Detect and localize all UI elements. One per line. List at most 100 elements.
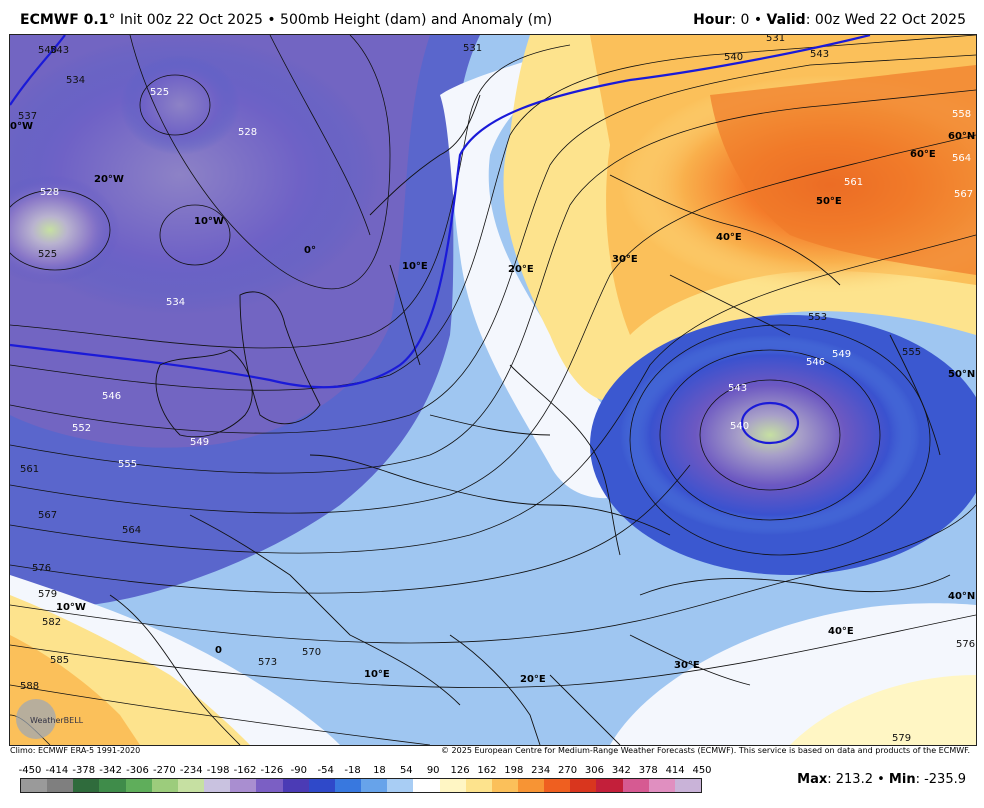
colorbar-tick-label: -270 [153, 765, 176, 776]
contour-labels: 540 543 531 534 537 525 528 525 528 534 … [18, 35, 975, 744]
colorbar-swatch [596, 779, 623, 792]
colorbar-swatch [282, 779, 309, 792]
colorbar-tick-label: 126 [450, 765, 470, 776]
contour-label: 540 [724, 52, 743, 63]
reference-contour [10, 35, 871, 445]
colorbar-tick-label: 90 [426, 765, 440, 776]
colorbar-tick-label: 450 [692, 765, 712, 776]
hour-label: Hour [693, 12, 732, 28]
lon-label: 10°E [402, 261, 428, 272]
colorbar-tick-label: 414 [665, 765, 685, 776]
colorbar-tick-label: 18 [373, 765, 386, 776]
contour-label: 564 [952, 153, 971, 164]
contour-label: 555 [118, 459, 137, 470]
lat-label: 60°N [948, 131, 975, 142]
map-title: ECMWF 0.1° Init 00z 22 Oct 2025 • 500mb … [20, 12, 552, 28]
min-label: Min [888, 772, 916, 787]
header: ECMWF 0.1° Init 00z 22 Oct 2025 • 500mb … [0, 0, 984, 34]
lon-label: 50°E [816, 196, 842, 207]
copyright-note: © 2025 European Centre for Medium-Range … [441, 746, 970, 755]
colorbar-tick-label: -342 [99, 765, 122, 776]
colorbar-tick-label: 198 [504, 765, 524, 776]
colorbar-swatch [21, 779, 48, 792]
colorbar-swatch [204, 779, 231, 792]
contour-label: 555 [902, 347, 921, 358]
contour-label: 573 [258, 657, 277, 668]
contour-label: 561 [844, 177, 863, 188]
lon-label: 60°E [910, 149, 936, 160]
logo-text: WeatherBELL [30, 716, 84, 725]
colorbar-tick-label: 342 [611, 765, 631, 776]
lon-label: 30°E [674, 660, 700, 671]
colorbar-swatch [570, 779, 597, 792]
lon-label: 10°E [364, 669, 390, 680]
max-min-stats: Max: 213.2 • Min: -235.9 [797, 772, 966, 787]
colorbar-tick-label: -126 [260, 765, 284, 776]
colorbar [20, 778, 702, 793]
contour-label: 528 [238, 127, 257, 138]
lat-label: 50°N [948, 369, 975, 380]
contour-label: 540 [730, 421, 749, 432]
colorbar-tick-label: 306 [584, 765, 605, 776]
colorbar-tick-label: -306 [126, 765, 149, 776]
model-name: ECMWF 0.1 [20, 12, 109, 28]
contour-label: 531 [463, 43, 482, 54]
low-north [120, 55, 240, 155]
contour-label: 579 [892, 733, 911, 744]
contour-label: 537 [18, 111, 37, 122]
ridge-core-fill [710, 65, 976, 275]
contour-label: 588 [20, 681, 39, 692]
max-value: : 213.2 • [827, 772, 889, 787]
colorbar-tick-label: -162 [233, 765, 257, 776]
contour-label: 546 [806, 357, 825, 368]
map-panel: 0°W 20°W 10°W 0° 10°E 20°E 30°E 40°E 50°… [9, 34, 977, 746]
coastlines [109, 94, 951, 745]
contour-label: 528 [40, 187, 59, 198]
colorbar-swatch [413, 779, 440, 792]
low-east [620, 335, 920, 535]
lon-label: 40°E [828, 626, 854, 637]
colorbar-swatch [308, 779, 335, 792]
colorbar-swatch [622, 779, 649, 792]
colorbar-tick-label: 162 [477, 765, 497, 776]
contour-label: 553 [808, 312, 827, 323]
colorbar-tick-label: 54 [399, 765, 413, 776]
colorbar-tick-label: -54 [317, 765, 334, 776]
low-west [10, 175, 120, 285]
weatherbell-logo: WeatherBELL [16, 699, 84, 739]
colorbar-tick-label: -414 [45, 765, 69, 776]
contour-label: 549 [190, 437, 209, 448]
colorbar-swatch [361, 779, 388, 792]
title-description: Init 00z 22 Oct 2025 • 500mb Height (dam… [115, 12, 553, 28]
colorbar-swatch [230, 779, 257, 792]
contour-label: 543 [810, 49, 829, 60]
contour-label: 576 [32, 563, 51, 574]
max-label: Max [797, 772, 828, 787]
colorbar-tick-labels: -450 -414 -378 -342 -306 -270 -234 -198 -162 -126… [19, 765, 712, 777]
lon-label: 0 [215, 645, 222, 656]
contour-label: 531 [766, 35, 785, 44]
lon-label: 20°W [94, 174, 124, 185]
colorbar-tick-label: 270 [558, 765, 578, 776]
lon-label: 0° [304, 245, 316, 256]
anomaly-map: 0°W 20°W 10°W 0° 10°E 20°E 30°E 40°E 50°… [10, 35, 976, 745]
colorbar-tick-label: 234 [531, 765, 551, 776]
contour-label: 546 [102, 391, 121, 402]
lon-label: 30°E [612, 254, 638, 265]
contour-label: 543 [50, 45, 69, 56]
contour-label: 534 [66, 75, 85, 86]
valid-value: : 00z Wed 22 Oct 2025 [805, 12, 966, 28]
colorbar-swatch [334, 779, 362, 792]
colorbar-tick-label: -18 [344, 765, 361, 776]
colorbar-tick-label: -378 [72, 765, 96, 776]
lon-label: 20°E [520, 674, 546, 685]
contour-label: 561 [20, 464, 39, 475]
contour-label: 552 [72, 423, 91, 434]
contour-label: 567 [954, 189, 973, 200]
contour-label: 543 [728, 383, 747, 394]
colorbar-swatch [177, 779, 205, 792]
contour-label: 570 [302, 647, 321, 658]
contour-label: 564 [122, 525, 141, 536]
colorbar-swatch [465, 779, 492, 792]
colorbar-tick-label: -90 [290, 765, 307, 776]
